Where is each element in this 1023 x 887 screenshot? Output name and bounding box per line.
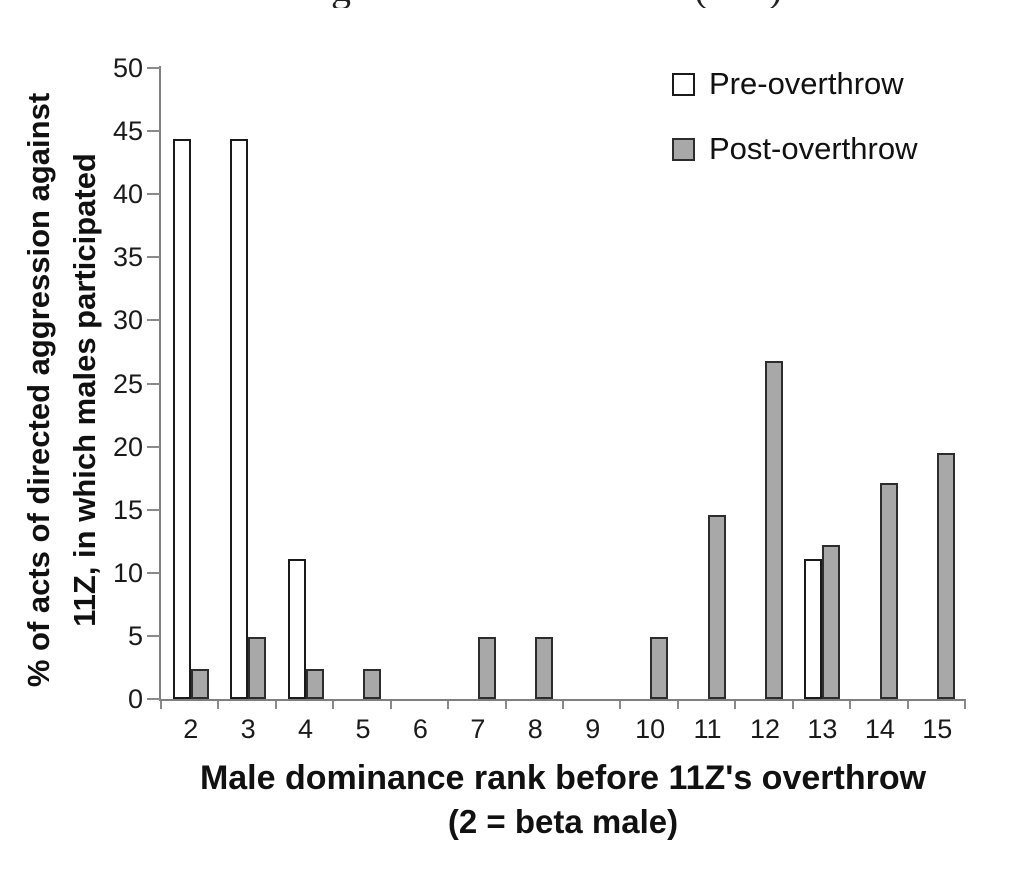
legend-swatch-pre-overthrow: [672, 72, 695, 96]
legend-label-pre-overthrow: Pre-overthrow: [709, 66, 904, 101]
bar-pre-rank-4: [287, 559, 306, 699]
bar-post-rank-8: [535, 637, 554, 699]
legend-label-post-overthrow: Post-overthrow: [709, 131, 918, 166]
y-tick-label-20: 20: [112, 431, 143, 462]
x-tick-13: [906, 701, 909, 709]
y-tick-5: [147, 634, 160, 637]
x-tick-9: [676, 701, 679, 709]
bar-post-rank-7: [477, 637, 496, 699]
x-tick-label-2: 2: [183, 714, 199, 744]
y-tick-15: [147, 508, 160, 511]
y-tick-0: [147, 698, 160, 700]
legend-swatch-post-overthrow: [672, 137, 695, 161]
x-tick-label-14: 14: [864, 714, 895, 744]
x-tick-label-12: 12: [749, 714, 781, 744]
y-tick-label-50: 50: [112, 53, 143, 83]
x-axis-title: Male dominance rank before 11Z's overthr…: [160, 756, 966, 844]
x-tick-7: [562, 701, 564, 709]
y-tick-label-30: 30: [112, 305, 143, 336]
bar-pre-rank-3: [230, 139, 249, 699]
x-tick-14: [964, 701, 966, 709]
x-tick-5: [447, 701, 450, 709]
y-tick-30: [147, 319, 160, 322]
x-tick-label-3: 3: [240, 714, 256, 744]
x-tick-1: [217, 701, 220, 709]
x-tick-10: [734, 701, 737, 709]
y-tick-40: [147, 193, 160, 196]
y-tick-label-15: 15: [112, 494, 143, 525]
x-tick-label-8: 8: [527, 714, 543, 744]
x-tick-12: [849, 701, 852, 709]
y-tick-20: [147, 445, 160, 448]
bar-post-rank-12: [765, 361, 783, 699]
x-tick-label-11: 11: [693, 714, 722, 744]
caption-fragment-paren-open: (: [694, 0, 707, 8]
bar-post-rank-15: [937, 453, 956, 699]
y-tick-label-25: 25: [112, 368, 143, 399]
x-tick-label-7: 7: [470, 714, 486, 744]
y-axis-line: [159, 66, 161, 701]
x-tick-6: [504, 701, 507, 709]
x-tick-label-15: 15: [922, 714, 953, 744]
y-tick-45: [147, 130, 160, 133]
legend-item-pre-overthrow: Pre-overthrow: [672, 66, 904, 102]
x-tick-label-6: 6: [412, 714, 428, 744]
bar-post-rank-10: [650, 637, 669, 699]
x-tick-2: [274, 701, 277, 709]
bar-post-rank-4: [305, 669, 324, 699]
y-tick-50: [147, 67, 160, 69]
x-axis-title-line2: (2 = beta male): [447, 803, 679, 840]
x-tick-11: [791, 701, 794, 709]
legend-item-post-overthrow: Post-overthrow: [672, 131, 917, 167]
bar-post-rank-5: [363, 669, 381, 699]
x-axis-line: [159, 699, 966, 701]
x-tick-0: [160, 701, 162, 709]
x-tick-label-4: 4: [298, 714, 314, 744]
caption-fragment-paren-close: ): [769, 0, 782, 8]
cropped-caption-fragment: g ( ): [0, 0, 1023, 8]
y-tick-label-0: 0: [127, 684, 143, 714]
x-tick-label-5: 5: [355, 714, 371, 744]
bar-pre-rank-2: [172, 139, 191, 699]
y-tick-25: [147, 382, 160, 385]
x-tick-label-9: 9: [585, 714, 601, 744]
y-tick-label-40: 40: [112, 179, 143, 210]
x-tick-3: [332, 701, 335, 709]
x-tick-8: [619, 701, 622, 709]
bar-post-rank-14: [879, 483, 898, 699]
caption-fragment-glyph: g: [331, 0, 351, 8]
x-tick-4: [389, 701, 392, 709]
y-tick-label-45: 45: [112, 116, 143, 147]
y-tick-10: [147, 571, 160, 574]
bar-post-rank-11: [707, 515, 726, 699]
x-axis-title-line1: Male dominance rank before 11Z's overthr…: [199, 759, 927, 797]
y-tick-label-10: 10: [112, 557, 143, 588]
y-tick-label-35: 35: [112, 242, 143, 273]
x-tick-label-13: 13: [807, 714, 838, 744]
bar-post-rank-2: [190, 669, 209, 699]
bar-post-rank-13: [822, 545, 841, 699]
y-tick-35: [147, 256, 160, 259]
x-tick-label-10: 10: [635, 714, 666, 744]
y-tick-label-5: 5: [127, 620, 143, 651]
bar-pre-rank-13: [804, 559, 823, 699]
y-axis-title-line1: % of acts of directed aggression against: [21, 92, 56, 688]
bar-post-rank-3: [248, 637, 267, 699]
